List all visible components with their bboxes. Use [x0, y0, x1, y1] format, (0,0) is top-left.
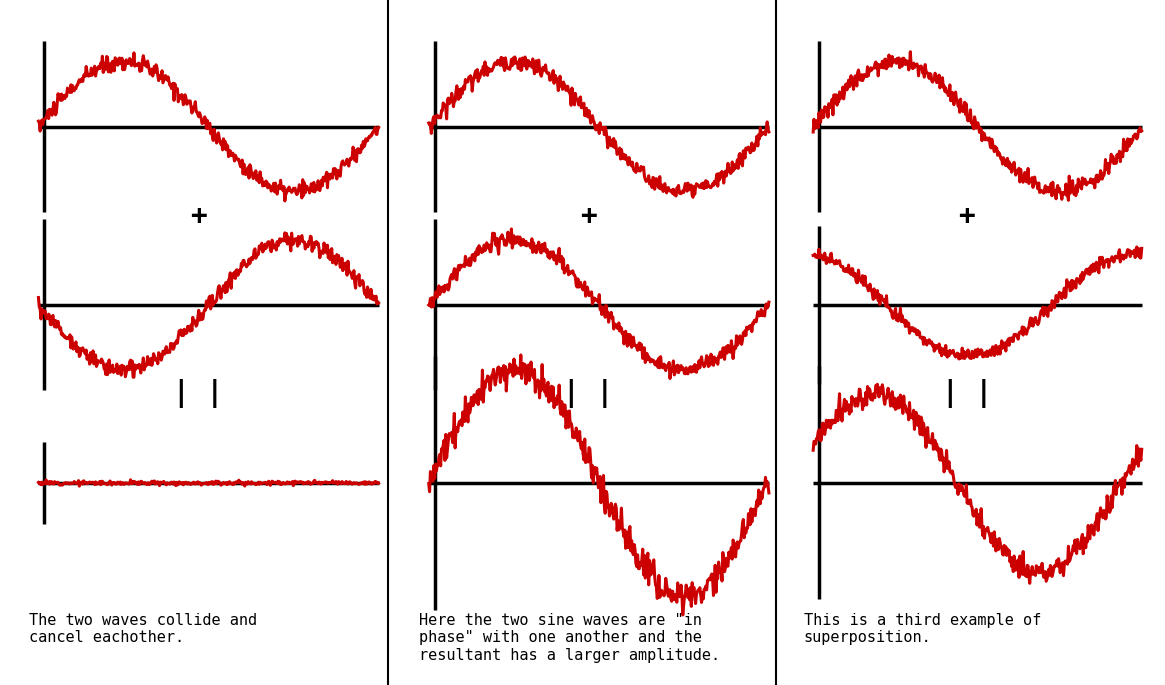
Text: | |: | |: [563, 379, 614, 408]
Text: | |: | |: [172, 379, 224, 408]
Text: +: +: [959, 202, 975, 229]
Text: +: +: [190, 202, 206, 229]
Text: +: +: [580, 202, 596, 229]
Text: | |: | |: [941, 379, 993, 408]
Text: The two waves collide and
cancel eachother.: The two waves collide and cancel eachoth…: [29, 613, 257, 645]
Text: This is a third example of
superposition.: This is a third example of superposition…: [804, 613, 1042, 645]
Text: Here the two sine waves are "in
phase" with one another and the
resultant has a : Here the two sine waves are "in phase" w…: [419, 613, 720, 663]
